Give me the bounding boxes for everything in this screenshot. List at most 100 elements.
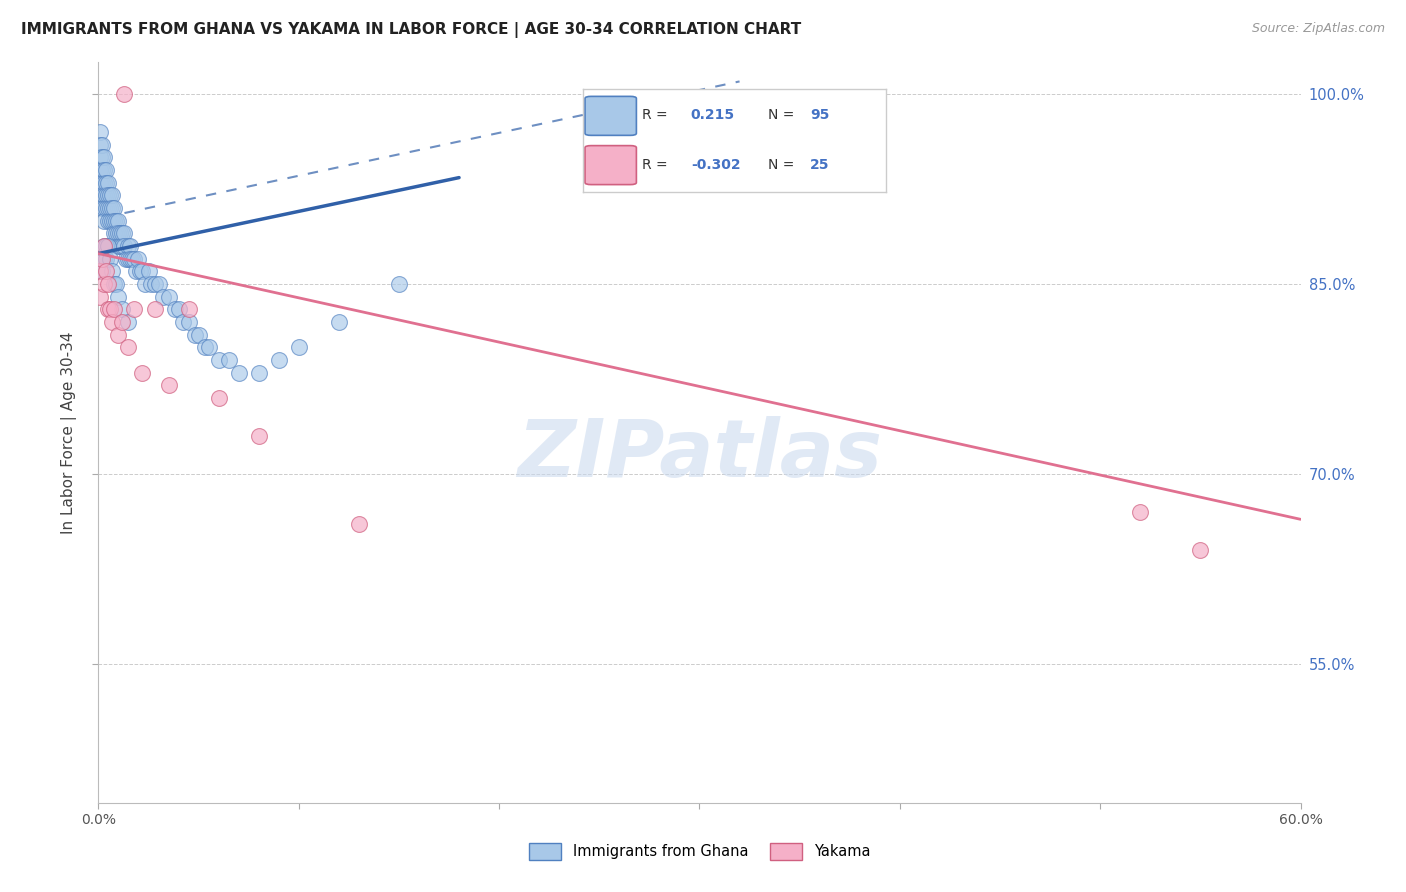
Point [110,239,132,253]
Point [187,327,209,342]
Point [288,340,311,354]
Text: 95: 95 [810,108,830,122]
Point [194,340,217,354]
Point [89,264,111,278]
Point [115,252,138,266]
Point [91,264,114,278]
Point [125,264,148,278]
Legend: Immigrants from Ghana, Yakama: Immigrants from Ghana, Yakama [523,838,876,866]
Point [111,302,134,317]
Point [247,429,270,443]
Point [148,277,170,291]
Point [152,289,174,303]
Text: R =: R = [643,158,668,171]
Point [103,302,125,317]
Point [121,252,143,266]
Point [129,264,152,278]
Point [107,213,129,227]
Point [103,213,125,227]
Point [143,277,166,291]
Point [101,188,124,202]
Text: Source: ZipAtlas.com: Source: ZipAtlas.com [1251,22,1385,36]
Point [91,176,114,190]
FancyBboxPatch shape [585,145,637,185]
Point [93,252,115,266]
Point [101,264,124,278]
Text: R =: R = [643,108,668,122]
Point [91,201,114,215]
Point [124,302,146,317]
Point [103,277,125,291]
Point [100,252,122,266]
Point [103,227,125,241]
Point [93,176,115,190]
Point [347,517,370,532]
Point [89,264,111,278]
Point [107,289,129,303]
Point [138,264,160,278]
Point [114,227,136,241]
Point [107,227,129,241]
Point [183,327,205,342]
Text: N =: N = [768,158,794,171]
Point [197,340,219,354]
Point [97,213,120,227]
Point [97,239,120,253]
Point [97,188,120,202]
Text: IMMIGRANTS FROM GHANA VS YAKAMA IN LABOR FORCE | AGE 30-34 CORRELATION CHART: IMMIGRANTS FROM GHANA VS YAKAMA IN LABOR… [21,22,801,38]
Point [228,366,250,380]
Point [101,315,124,329]
Point [89,137,111,152]
Point [101,201,124,215]
Point [117,252,139,266]
Point [105,213,128,227]
Point [120,239,142,253]
Point [96,201,118,215]
Point [107,327,129,342]
Point [218,352,240,367]
Point [103,201,125,215]
Point [107,239,129,253]
Point [96,264,118,278]
Point [89,125,111,139]
Point [89,150,111,164]
Point [120,252,142,266]
Point [105,277,128,291]
Point [91,252,114,266]
Point [97,277,120,291]
Point [163,302,186,317]
Point [124,252,146,266]
Point [93,150,115,164]
Text: -0.302: -0.302 [690,158,741,171]
Point [89,163,111,178]
Point [89,289,111,303]
Point [139,277,162,291]
Point [100,302,122,317]
Point [93,239,115,253]
Point [105,227,128,241]
Point [117,315,139,329]
Point [172,315,194,329]
Point [1189,542,1212,557]
Point [97,201,120,215]
Point [91,252,114,266]
Point [91,163,114,178]
Text: 0.215: 0.215 [690,108,735,122]
Point [96,188,118,202]
Text: ZIPatlas: ZIPatlas [517,416,882,494]
Point [117,239,139,253]
Point [157,378,180,392]
Point [114,239,136,253]
Point [96,163,118,178]
Point [91,150,114,164]
Point [96,252,118,266]
Point [100,213,122,227]
Point [111,239,134,253]
Point [131,264,153,278]
Point [208,391,231,405]
Point [97,302,120,317]
Point [110,227,132,241]
Point [111,315,134,329]
Point [93,201,115,215]
Point [143,302,166,317]
